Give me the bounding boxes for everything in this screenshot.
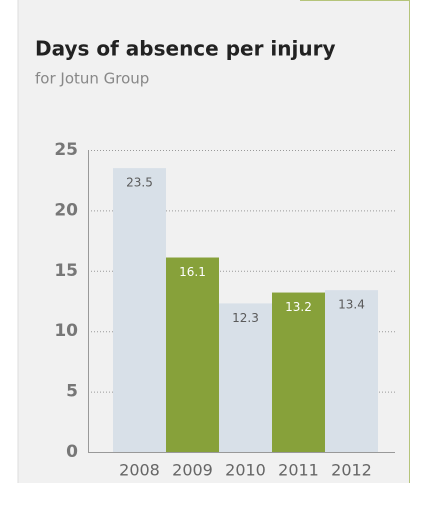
x-tick-label: 2012 (331, 461, 372, 480)
chart-title: Days of absence per injury (35, 37, 336, 61)
y-tick-label: 25 (54, 140, 78, 160)
y-tick-label: 10 (54, 321, 78, 341)
bar (219, 303, 272, 452)
data-label: 12.3 (232, 311, 259, 325)
data-label: 16.1 (179, 265, 206, 279)
y-tick-label: 0 (66, 442, 78, 462)
x-tick-label: 2009 (172, 461, 213, 480)
bar (166, 257, 219, 452)
y-tick-label: 5 (66, 382, 78, 402)
data-label: 23.5 (126, 176, 153, 190)
bar (113, 168, 166, 452)
x-tick-label: 2011 (278, 461, 319, 480)
x-tick-label: 2008 (119, 461, 160, 480)
bar (272, 292, 325, 452)
x-tick-label: 2010 (225, 461, 266, 480)
data-label: 13.2 (285, 300, 312, 314)
y-tick-label: 20 (54, 200, 78, 220)
y-tick-label: 15 (54, 261, 78, 281)
data-label: 13.4 (338, 298, 365, 312)
chart-subtitle: for Jotun Group (35, 70, 149, 88)
bar (325, 290, 378, 452)
